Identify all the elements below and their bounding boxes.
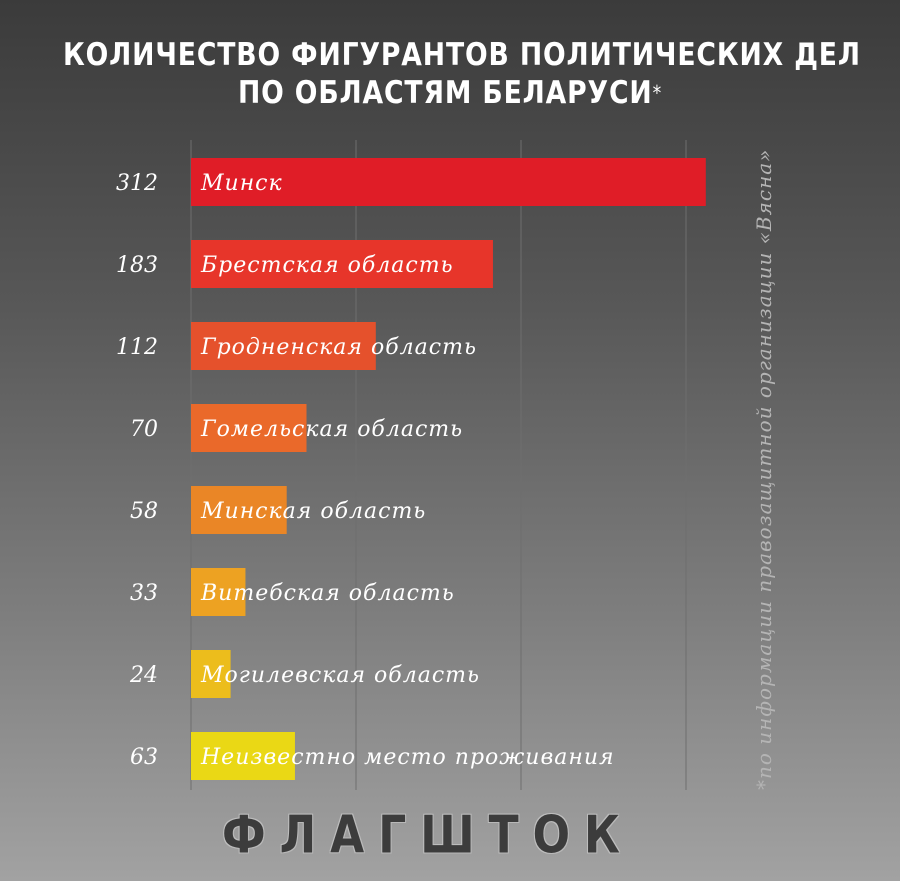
bar-labels: Минск Брестская область Гродненская област… [200,171,615,770]
value-label-4: 58 [130,499,158,524]
bar-0 [191,158,706,206]
bar-label-5: Витебская область [200,581,455,606]
gridlines [190,140,687,790]
bar-label-7: Неизвестно место проживания [200,745,615,770]
bar-5 [191,568,246,616]
value-label-5: 33 [130,581,158,606]
bar-6 [191,650,231,698]
bar-label-6: Могилевская область [200,663,480,688]
title-line-2: ПО ОБЛАСТЯМ БЕЛАРУСИ* [63,74,837,112]
value-label-2: 112 [116,335,158,360]
bars [191,158,706,780]
title-line-2-text: ПО ОБЛАСТЯМ БЕЛАРУСИ [237,75,653,111]
bar-label-4: Минская область [200,499,426,524]
bar-label-1: Брестская область [200,253,454,278]
bar-label-2: Гродненская область [200,335,477,360]
value-label-0: 312 [116,171,158,196]
bar-label-3: Гомельская область [200,417,463,442]
title-line-1: КОЛИЧЕСТВО ФИГУРАНТОВ ПОЛИТИЧЕСКИХ ДЕЛ [63,37,861,73]
value-label-7: 63 [130,745,158,770]
bar-label-0: Минск [200,171,283,196]
bar-2 [191,322,376,370]
value-label-3: 70 [130,417,158,442]
footnote-marker: * [652,81,663,105]
chart-title: КОЛИЧЕСТВО ФИГУРАНТОВ ПОЛИТИЧЕСКИХ ДЕЛ П… [63,36,861,112]
bar-4 [191,486,287,534]
bar-3 [191,404,307,452]
source-footnote: *по информации правозащитной организации… [752,148,776,790]
bar-1 [191,240,493,288]
value-label-6: 24 [129,663,158,688]
flagshtok-logo: ФЛАГШТОК [221,805,634,866]
bar-7 [191,732,295,780]
value-label-1: 183 [116,253,158,278]
value-labels: 312 183 112 70 58 33 24 63 [116,171,158,770]
